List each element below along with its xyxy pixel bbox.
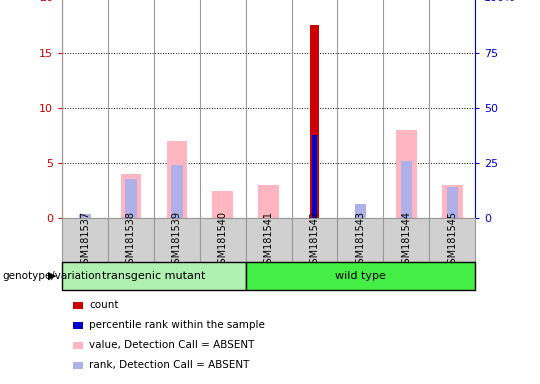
Bar (246, 218, 292, 262)
Bar (125, 179, 137, 218)
Text: GSM181540: GSM181540 (218, 211, 228, 270)
Bar (212, 190, 233, 218)
Bar (429, 218, 475, 262)
Text: value, Detection Call = ABSENT: value, Detection Call = ABSENT (89, 340, 254, 350)
Text: transgenic mutant: transgenic mutant (102, 271, 206, 281)
Bar (355, 204, 366, 218)
Bar (154, 218, 200, 262)
Text: GSM181544: GSM181544 (401, 211, 411, 270)
Bar (79, 214, 91, 218)
Text: GSM181541: GSM181541 (264, 211, 274, 270)
Bar (383, 218, 429, 262)
Bar (166, 141, 187, 218)
Text: genotype/variation: genotype/variation (3, 271, 102, 281)
Text: count: count (89, 300, 119, 310)
Text: GSM181543: GSM181543 (355, 211, 366, 270)
Bar (120, 174, 141, 218)
Text: GSM181538: GSM181538 (126, 211, 136, 270)
Text: percentile rank within the sample: percentile rank within the sample (89, 320, 265, 330)
Bar (310, 25, 319, 218)
Bar (246, 262, 475, 290)
Bar (401, 161, 412, 218)
Text: rank, Detection Call = ABSENT: rank, Detection Call = ABSENT (89, 360, 249, 370)
Text: wild type: wild type (335, 271, 386, 281)
Text: GSM181539: GSM181539 (172, 211, 182, 270)
Text: GSM181542: GSM181542 (309, 211, 320, 270)
Text: ▶: ▶ (48, 271, 57, 281)
Bar (396, 130, 417, 218)
Bar (338, 218, 383, 262)
Bar (62, 218, 108, 262)
Bar (200, 218, 246, 262)
Bar (442, 185, 463, 218)
Bar (171, 165, 183, 218)
Bar (62, 262, 246, 290)
Text: GSM181545: GSM181545 (447, 211, 457, 270)
Text: GSM181537: GSM181537 (80, 211, 90, 270)
Bar (312, 135, 317, 218)
Bar (108, 218, 154, 262)
Bar (292, 218, 338, 262)
Bar (447, 187, 458, 218)
Bar (258, 185, 279, 218)
